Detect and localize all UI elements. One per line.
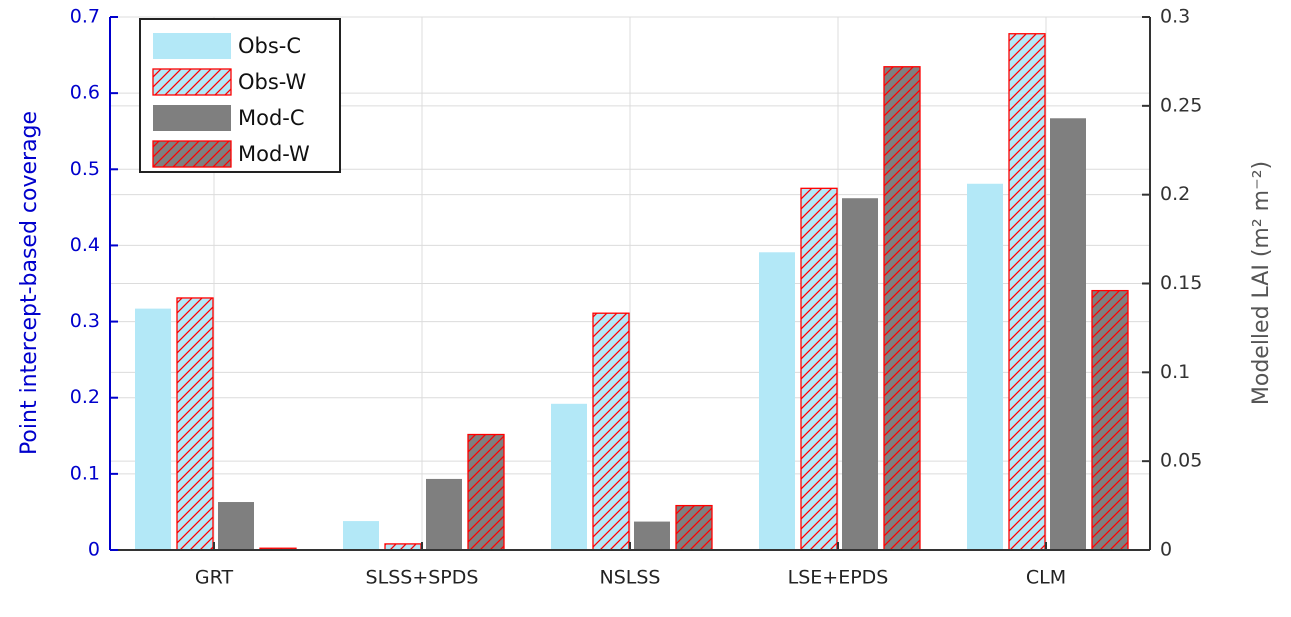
y2-tick-label: 0: [1160, 539, 1172, 561]
legend-swatch: [153, 33, 231, 59]
bar: [634, 521, 670, 550]
bar: [343, 521, 379, 550]
legend-swatch: [153, 105, 231, 131]
bar: [592, 312, 630, 551]
y-tick-label: 0.2: [70, 386, 100, 408]
legend-label: Mod-C: [238, 106, 305, 130]
bar: [883, 66, 921, 551]
x-tick-label: GRT: [195, 567, 234, 589]
bar: [967, 183, 1003, 550]
x-tick-label: LSE+EPDS: [788, 567, 889, 589]
y2-tick-label: 0.05: [1160, 450, 1202, 472]
bar: [135, 308, 171, 550]
y-tick-label: 0.1: [70, 462, 100, 484]
bar: [1050, 118, 1086, 551]
bar: [675, 504, 713, 551]
y-tick-label: 0.4: [70, 234, 100, 256]
y2-tick-label: 0.15: [1160, 272, 1202, 294]
bar: [218, 502, 254, 550]
bar: [176, 297, 214, 551]
y2-tick-label: 0.1: [1160, 361, 1190, 383]
bar: [551, 403, 587, 550]
bar: [800, 187, 838, 551]
y2-axis-label: Modelled LAI (m² m⁻²): [1249, 161, 1274, 405]
y2-tick-label: 0.2: [1160, 183, 1190, 205]
bar: [842, 198, 878, 550]
x-tick-label: CLM: [1026, 567, 1066, 589]
y-tick-label: 0.5: [70, 158, 100, 180]
bar: [1008, 33, 1046, 551]
legend-swatch: [152, 68, 232, 96]
y-tick-label: 0.6: [70, 82, 100, 104]
x-tick-label: SLSS+SPDS: [366, 567, 479, 589]
legend-swatch: [152, 140, 232, 168]
legend-label: Obs-C: [238, 34, 301, 58]
bar: [467, 433, 505, 551]
y-tick-label: 0.3: [70, 310, 100, 332]
y-axis-label: Point intercept-based coverage: [17, 111, 42, 455]
bar: [759, 252, 795, 550]
y2-tick-label: 0.25: [1160, 94, 1202, 116]
y-tick-label: 0: [88, 539, 100, 561]
bar: [426, 478, 462, 550]
y2-tick-label: 0.3: [1160, 6, 1190, 28]
legend-label: Obs-W: [238, 70, 307, 94]
bar: [1091, 289, 1129, 551]
x-tick-label: NSLSS: [600, 567, 661, 589]
y-tick-label: 0.7: [70, 6, 100, 28]
legend-label: Mod-W: [238, 142, 310, 166]
